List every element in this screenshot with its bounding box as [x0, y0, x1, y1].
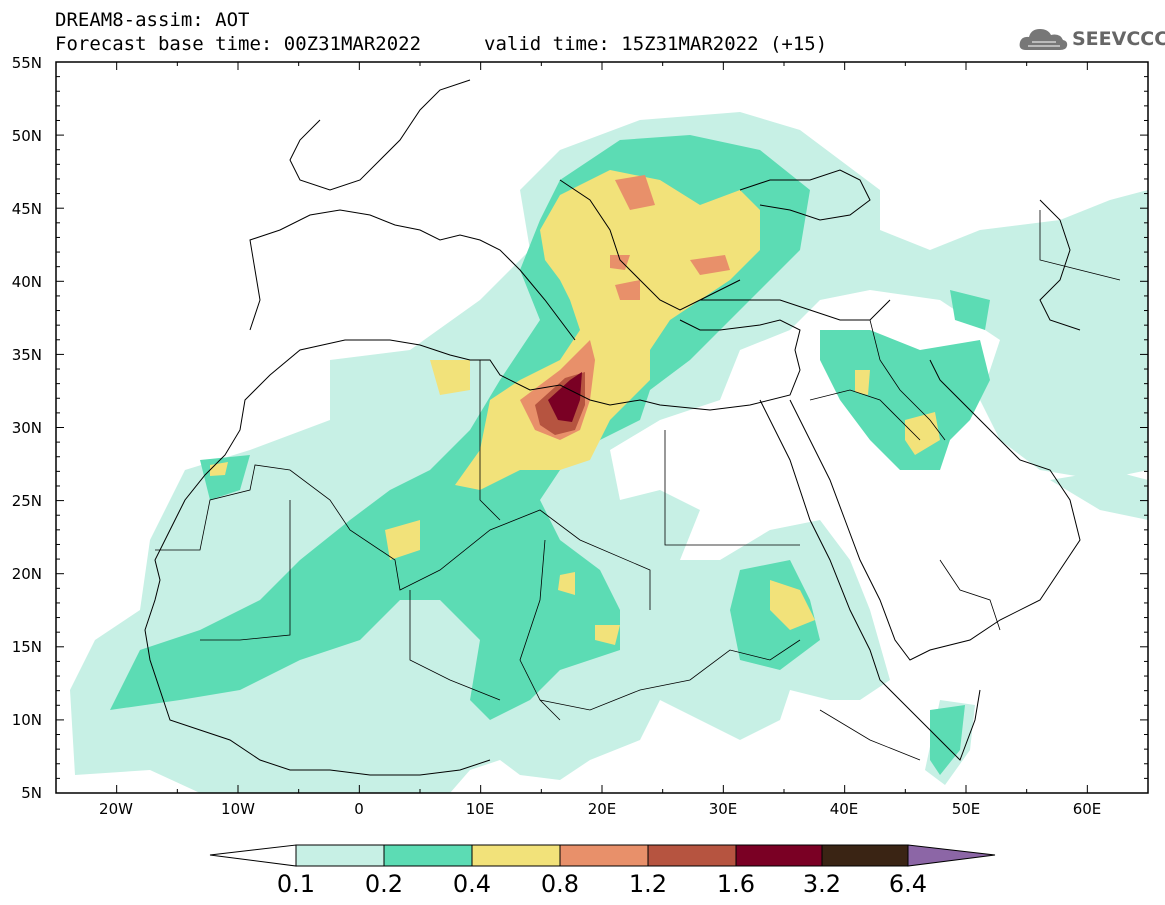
logo-text: SEEVCCC — [1072, 28, 1165, 50]
coast-red-sea-west — [759, 399, 981, 761]
aot-shading — [70, 112, 1148, 793]
lat-label-45n: 45N — [11, 200, 42, 218]
lon-label-20w: 20W — [99, 800, 133, 818]
colorbar-seg-3 — [471, 844, 561, 867]
lat-label-10n: 10N — [11, 711, 42, 729]
lon-label-10w: 10W — [221, 800, 255, 818]
colorbar-label-5: 1.2 — [628, 870, 668, 898]
colorbar-high-arrow — [907, 844, 996, 867]
cloud-icon — [1019, 29, 1068, 50]
colorbar-label-7: 3.2 — [802, 870, 842, 898]
lon-label-40e: 40E — [829, 800, 859, 818]
border-sudan-south — [539, 639, 801, 711]
lon-label-0: 0 — [354, 800, 364, 818]
coast-iberia-italy — [249, 209, 576, 341]
border-yemen — [939, 559, 1001, 631]
border-chad — [519, 539, 561, 721]
coast-adriatic-greece — [559, 179, 741, 311]
coast-black-sea — [739, 169, 871, 221]
seevccc-logo: SEEVCCC — [1018, 24, 1165, 54]
border-central-asia — [1039, 210, 1121, 281]
colorbar-label-4: 0.8 — [540, 870, 580, 898]
border-egypt-sudan — [664, 430, 800, 546]
colorbar-seg-2 — [383, 844, 473, 867]
lon-label-60e: 60E — [1072, 800, 1102, 818]
coastlines — [144, 79, 1081, 776]
border-niger — [409, 590, 501, 701]
colorbar — [209, 844, 996, 867]
colorbar-low-arrow — [209, 844, 297, 867]
forecast-base-time: Forecast base time: 00Z31MAR2022 — [55, 33, 422, 55]
lat-label-40n: 40N — [11, 273, 42, 291]
colorbar-seg-5 — [647, 844, 737, 867]
border-iraq — [869, 319, 946, 441]
border-sahel — [155, 464, 651, 610]
colorbar-seg-7 — [821, 844, 909, 867]
lon-label-10e: 10E — [465, 800, 495, 818]
colorbar-label-1: 0.1 — [276, 870, 316, 898]
border-saudi-north — [809, 389, 921, 441]
lat-label-35n: 35N — [11, 346, 42, 364]
lat-label-55n: 55N — [11, 54, 42, 72]
lat-label-25n: 25N — [11, 492, 42, 510]
lat-label-20n: 20N — [11, 565, 42, 583]
border-mali-maur — [200, 500, 291, 641]
border-algeria-tunisia — [479, 360, 501, 521]
colorbar-label-2: 0.2 — [364, 870, 404, 898]
lat-label-30n: 30N — [11, 419, 42, 437]
lat-label-15n: 15N — [11, 638, 42, 656]
lon-label-30e: 30E — [708, 800, 738, 818]
valid-time: valid time: 15Z31MAR2022 (+15) — [484, 33, 828, 55]
lat-label-5n: 5N — [21, 784, 42, 802]
colorbar-seg-4 — [559, 844, 649, 867]
aot-level-6 — [548, 372, 582, 422]
border-ethiopia — [819, 709, 921, 761]
borders — [155, 210, 1121, 761]
lon-label-50e: 50E — [951, 800, 981, 818]
colorbar-seg-6 — [735, 844, 823, 867]
lon-label-20e: 20E — [587, 800, 617, 818]
colorbar-label-6: 1.6 — [716, 870, 756, 898]
map-title: DREAM8-assim: AOT — [55, 9, 250, 31]
coast-africa-med — [144, 319, 801, 776]
colorbar-label-3: 0.4 — [452, 870, 492, 898]
colorbar-label-8: 6.4 — [888, 870, 928, 898]
colorbar-seg-1 — [295, 844, 385, 867]
axis-ticks — [55, 61, 1149, 794]
coast-arabia — [789, 359, 1081, 661]
coast-caspian — [1039, 199, 1081, 331]
coast-west-europe — [289, 79, 471, 191]
lat-label-50n: 50N — [11, 127, 42, 145]
